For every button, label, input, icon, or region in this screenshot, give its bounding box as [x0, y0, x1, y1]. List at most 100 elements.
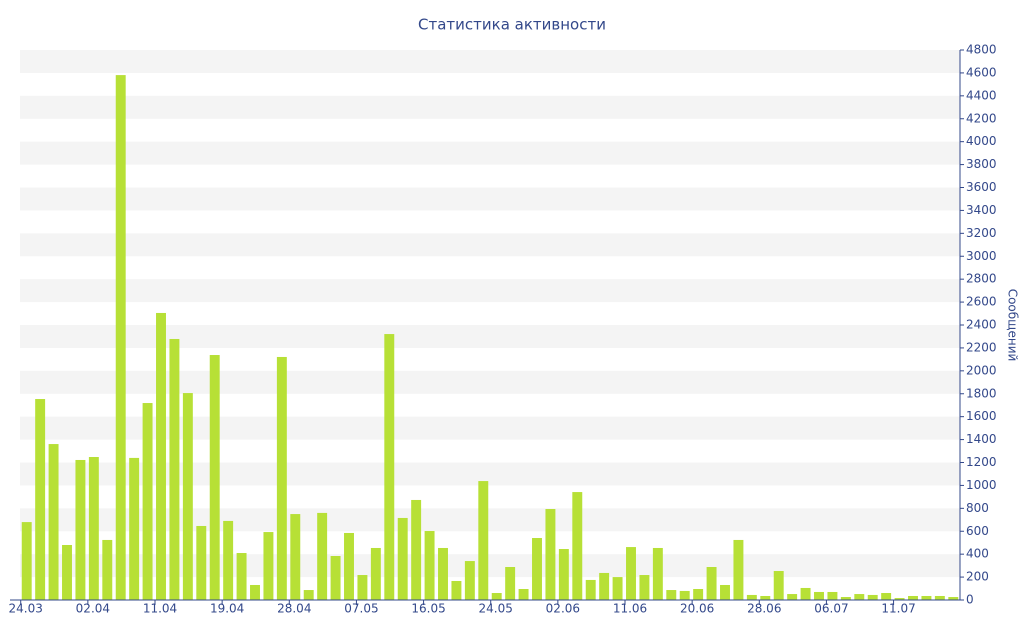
- x-tick-label: 02.06: [546, 602, 580, 616]
- bar: [693, 589, 704, 600]
- y-tick-label: 1400: [966, 432, 997, 446]
- bar: [814, 591, 824, 600]
- bar: [679, 590, 690, 600]
- y-tick-label: 2000: [966, 363, 997, 377]
- x-tick-label: 07.05: [344, 602, 378, 616]
- x-tick-label: 11.06: [613, 602, 647, 616]
- y-tick-label: 3000: [966, 249, 997, 263]
- bar: [223, 520, 234, 600]
- bar: [236, 553, 247, 600]
- bar: [545, 509, 556, 600]
- grid-band: [20, 370, 960, 394]
- bar: [35, 399, 46, 600]
- y-axis-label: Сообщений: [1006, 289, 1020, 362]
- y-tick-label: 2600: [966, 295, 997, 309]
- grid-band: [20, 50, 960, 73]
- bar: [330, 556, 341, 600]
- y-tick-label: 1600: [966, 409, 997, 423]
- bar: [142, 403, 153, 600]
- bar: [505, 567, 516, 600]
- bar: [854, 594, 865, 600]
- x-tick-label: 06.07: [814, 602, 848, 616]
- bar: [612, 577, 623, 600]
- grid-band: [20, 554, 960, 578]
- bar: [102, 539, 113, 600]
- x-tick-label: 11.07: [881, 602, 915, 616]
- grid-band: [20, 279, 960, 303]
- bar: [599, 572, 610, 600]
- x-tick-label: 19.04: [210, 602, 244, 616]
- bar: [760, 595, 771, 600]
- y-tick-label: 0: [966, 593, 974, 607]
- x-tick-label: 28.04: [277, 602, 311, 616]
- x-tick-label: 02.04: [76, 602, 110, 616]
- bar: [88, 457, 99, 600]
- y-tick-label: 4600: [966, 65, 997, 79]
- bar: [21, 522, 32, 600]
- chart-title: Статистика активности: [418, 16, 606, 34]
- bar: [75, 459, 86, 600]
- bar: [438, 547, 448, 600]
- bar: [317, 512, 328, 600]
- bar: [666, 590, 677, 600]
- bar: [303, 590, 314, 600]
- y-tick-label: 3200: [966, 226, 997, 240]
- bar: [182, 393, 193, 600]
- bar: [773, 571, 784, 600]
- bar: [921, 595, 932, 600]
- grid-band: [20, 187, 960, 211]
- y-tick-label: 2200: [966, 340, 997, 354]
- bar: [908, 595, 918, 600]
- bar: [357, 575, 368, 600]
- y-tick-label: 3400: [966, 203, 997, 217]
- x-tick-label: 28.06: [747, 602, 781, 616]
- bar: [424, 531, 435, 600]
- bar: [290, 514, 301, 600]
- bar: [263, 532, 274, 600]
- grid-band: [20, 141, 960, 165]
- y-tick-label: 600: [966, 524, 989, 538]
- y-tick-label: 1800: [966, 386, 997, 400]
- bar: [464, 561, 475, 600]
- y-tick-label: 1200: [966, 455, 997, 469]
- grid-band: [20, 416, 960, 440]
- y-tick-label: 4000: [966, 134, 997, 148]
- bar: [169, 338, 180, 600]
- y-tick-label: 400: [966, 547, 989, 561]
- bar: [209, 355, 220, 600]
- bar: [48, 444, 59, 600]
- bar: [491, 593, 502, 600]
- bar: [894, 598, 905, 600]
- bar: [344, 532, 354, 600]
- bar: [881, 593, 892, 600]
- bar: [115, 75, 126, 600]
- bar: [558, 549, 569, 600]
- bar: [746, 594, 757, 600]
- grid-band: [20, 325, 960, 348]
- y-tick-label: 4200: [966, 111, 997, 125]
- bar: [720, 584, 730, 600]
- x-tick-label: 11.04: [143, 602, 177, 616]
- bar: [867, 594, 878, 600]
- bar: [196, 525, 207, 600]
- bar: [451, 580, 462, 600]
- y-tick-label: 800: [966, 501, 989, 515]
- bar: [934, 595, 945, 600]
- bar: [384, 334, 395, 600]
- bar: [572, 492, 583, 600]
- bar: [276, 356, 287, 600]
- bar: [827, 591, 838, 600]
- bar: [156, 312, 166, 600]
- bar: [478, 481, 489, 600]
- grid-band: [20, 508, 960, 532]
- grid-band: [20, 233, 960, 257]
- bar: [532, 538, 542, 600]
- bar: [652, 547, 663, 600]
- y-tick-label: 2400: [966, 318, 997, 332]
- bar: [397, 517, 408, 600]
- x-tick-label: 24.03: [9, 602, 43, 616]
- x-tick-label: 20.06: [680, 602, 714, 616]
- bar: [370, 547, 381, 600]
- bar: [840, 597, 851, 600]
